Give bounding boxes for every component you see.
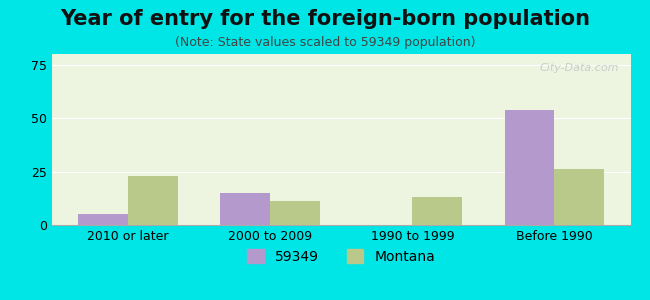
Bar — [270, 202, 320, 225]
Bar — [78, 214, 128, 225]
Bar — [220, 193, 270, 225]
Legend: 59349, Montana: 59349, Montana — [242, 243, 441, 269]
Text: City-Data.com: City-Data.com — [540, 63, 619, 73]
Text: (Note: State values scaled to 59349 population): (Note: State values scaled to 59349 popu… — [175, 36, 475, 49]
Bar — [504, 110, 554, 225]
Bar — [412, 197, 462, 225]
Text: Year of entry for the foreign-born population: Year of entry for the foreign-born popul… — [60, 9, 590, 29]
Bar — [128, 176, 178, 225]
Bar — [554, 169, 604, 225]
